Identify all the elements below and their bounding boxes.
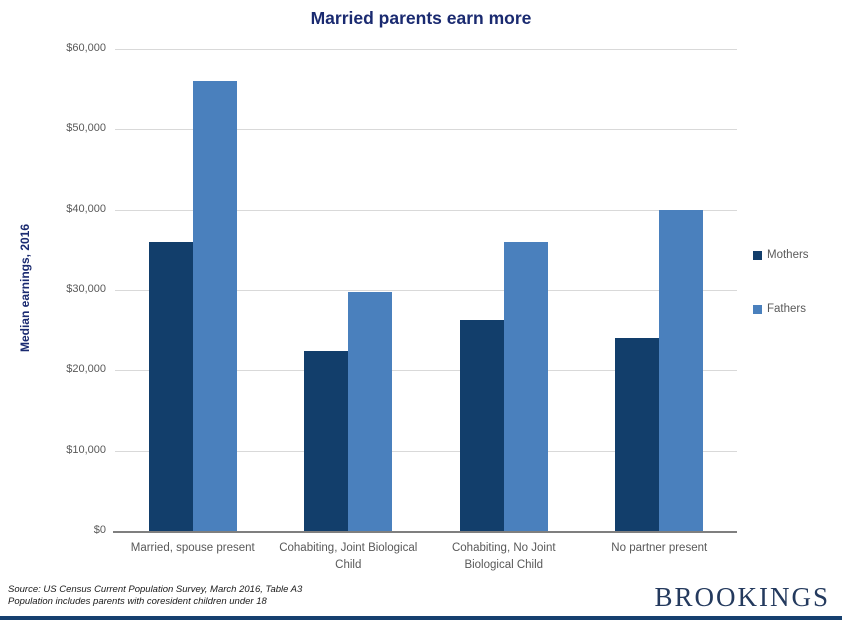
bar-fathers-3 — [503, 241, 548, 531]
x-axis-category-label: Cohabiting, No Joint Biological Child — [451, 542, 556, 571]
bar-fathers-2 — [348, 292, 393, 531]
bar-mothers-1 — [148, 241, 193, 531]
x-axis-category-label: No partner present — [611, 542, 708, 554]
gridline — [115, 370, 737, 372]
legend-swatch-icon — [753, 304, 762, 314]
bar-fathers-4 — [659, 209, 704, 531]
x-axis-line — [113, 531, 737, 533]
brookings-logo: BROOKINGS — [654, 582, 830, 612]
legend-item-mothers: Mothers — [753, 249, 809, 261]
bar-fathers-1 — [192, 81, 237, 531]
y-axis-tick-label: $10,000 — [66, 443, 106, 456]
legend: Mothers Fathers — [753, 249, 809, 357]
y-axis-tick-label: $40,000 — [66, 202, 106, 215]
y-axis-tick-label: $50,000 — [66, 122, 106, 135]
bar-mothers-4 — [615, 338, 660, 531]
source-line-2: Population includes parents with coresid… — [8, 595, 267, 607]
bar-mothers-3 — [459, 319, 504, 531]
gridline — [115, 450, 737, 452]
source-line-1: Source: US Census Current Population Sur… — [8, 584, 303, 595]
y-axis-tick-label: $0 — [93, 524, 106, 536]
footer-bar — [0, 616, 842, 620]
x-axis-category-label: Cohabiting, Joint Biological Child — [279, 542, 418, 571]
legend-swatch-icon — [753, 250, 762, 260]
legend-label: Fathers — [767, 303, 806, 315]
y-axis-title: Median earnings, 2016 — [18, 223, 32, 353]
y-axis-tick-label: $60,000 — [66, 42, 106, 54]
chart-title: Married parents earn more — [310, 8, 532, 28]
gridline — [115, 49, 737, 50]
source-note: Source: US Census Current Population Sur… — [8, 584, 302, 608]
legend-label: Mothers — [767, 249, 809, 261]
legend-item-fathers: Fathers — [753, 303, 809, 315]
gridline — [115, 209, 737, 211]
bar-mothers-2 — [304, 351, 349, 531]
x-axis-category-label: Married, spouse present — [130, 542, 255, 554]
gridline — [115, 129, 737, 131]
y-axis-tick-label: $20,000 — [66, 363, 106, 376]
y-axis-tick-label: $30,000 — [66, 283, 106, 295]
gridline — [115, 290, 737, 291]
